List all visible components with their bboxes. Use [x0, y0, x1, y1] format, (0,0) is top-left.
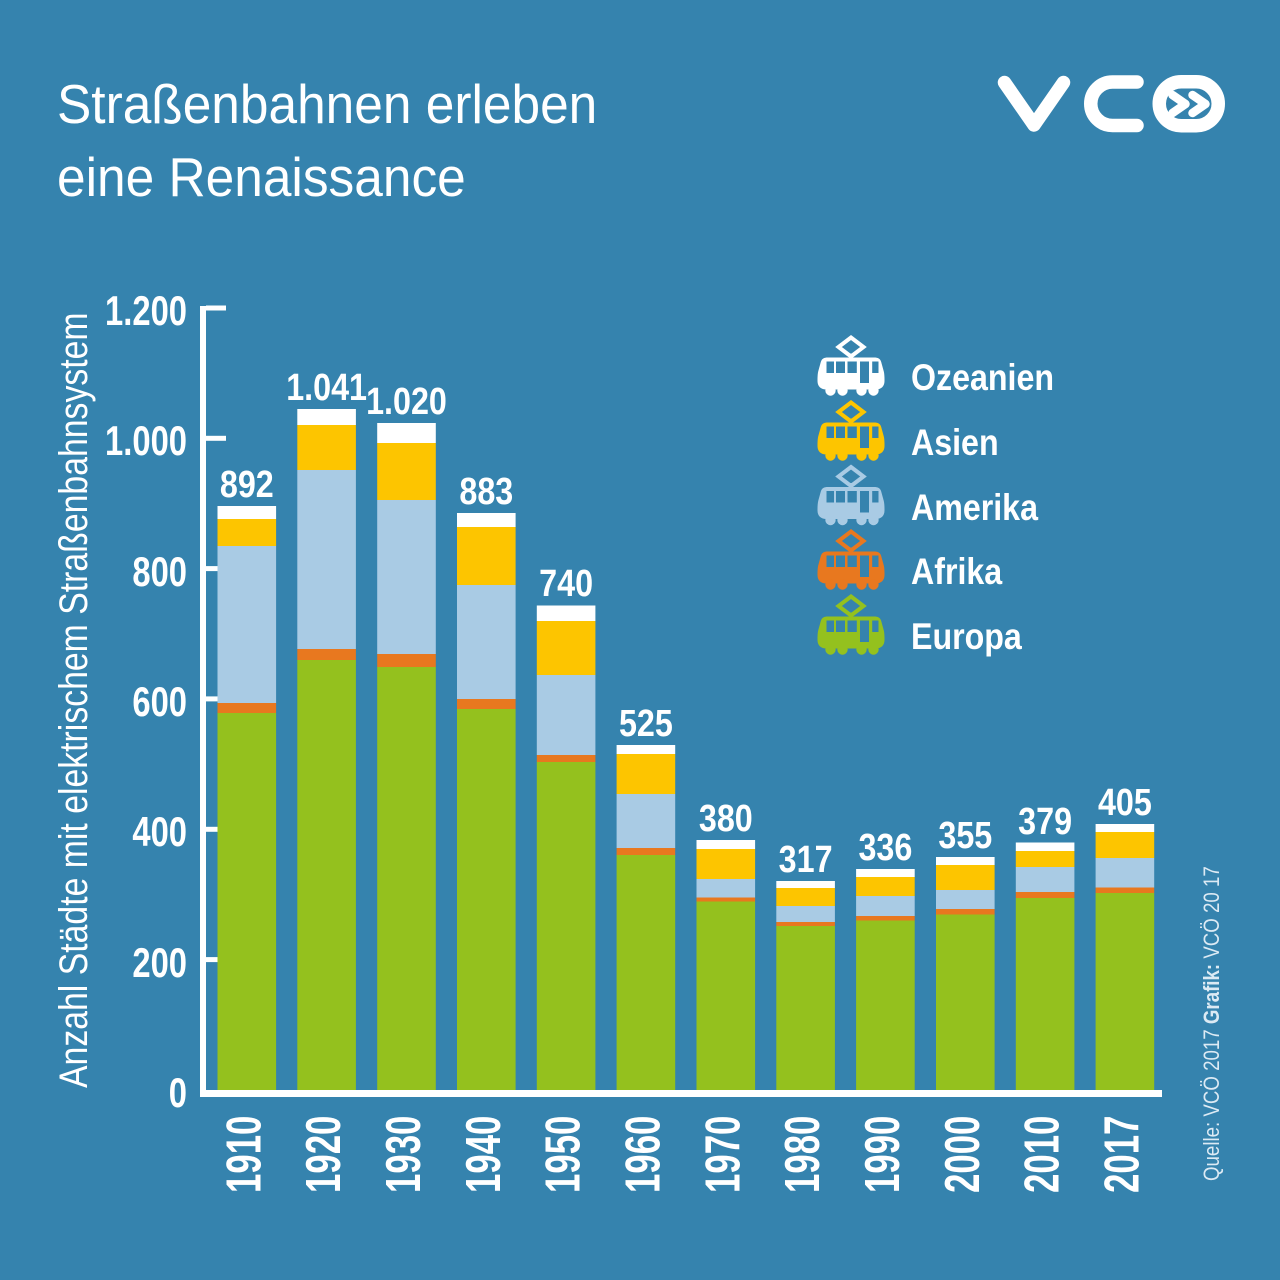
- svg-text:1960: 1960: [617, 1116, 671, 1193]
- svg-text:1.000: 1.000: [105, 417, 187, 464]
- svg-text:405: 405: [1098, 782, 1152, 824]
- svg-text:1.041: 1.041: [286, 367, 367, 409]
- svg-text:883: 883: [459, 471, 513, 513]
- svg-text:600: 600: [132, 678, 187, 725]
- svg-text:1990: 1990: [856, 1116, 910, 1193]
- svg-text:317: 317: [779, 839, 833, 881]
- svg-text:800: 800: [132, 548, 187, 595]
- svg-text:2000: 2000: [936, 1116, 990, 1193]
- svg-text:Amerika: Amerika: [911, 488, 1039, 529]
- svg-text:1980: 1980: [776, 1116, 830, 1193]
- svg-text:355: 355: [938, 815, 992, 857]
- svg-text:Afrika: Afrika: [911, 552, 1003, 593]
- svg-text:336: 336: [858, 827, 912, 869]
- svg-text:1.200: 1.200: [105, 287, 187, 334]
- svg-text:Quelle: VCÖ 2017 Grafik: VCÖ 2: Quelle: VCÖ 2017 Grafik: VCÖ 20 17: [1201, 866, 1225, 1181]
- svg-text:740: 740: [539, 563, 593, 605]
- svg-text:eine Renaissance: eine Renaissance: [57, 147, 466, 208]
- svg-text:525: 525: [619, 703, 673, 745]
- svg-text:0: 0: [169, 1069, 187, 1116]
- svg-text:Asien: Asien: [911, 423, 999, 464]
- svg-text:380: 380: [699, 798, 753, 840]
- svg-text:892: 892: [220, 464, 274, 506]
- svg-text:1950: 1950: [537, 1116, 591, 1193]
- svg-text:200: 200: [132, 939, 187, 986]
- svg-text:1910: 1910: [218, 1116, 272, 1193]
- svg-text:Europa: Europa: [911, 617, 1022, 658]
- svg-text:1930: 1930: [377, 1116, 431, 1193]
- svg-text:1.020: 1.020: [366, 381, 447, 423]
- svg-text:1920: 1920: [297, 1116, 351, 1193]
- svg-text:379: 379: [1018, 801, 1072, 843]
- svg-text:1970: 1970: [697, 1116, 751, 1193]
- svg-text:1940: 1940: [457, 1116, 511, 1193]
- svg-text:400: 400: [132, 808, 187, 855]
- svg-text:Ozeanien: Ozeanien: [911, 358, 1054, 399]
- svg-text:2017: 2017: [1096, 1116, 1150, 1193]
- svg-text:Straßenbahnen erleben: Straßenbahnen erleben: [57, 74, 597, 135]
- svg-text:Anzahl Städte mit elektrischem: Anzahl Städte mit elektrischem Straßenba…: [50, 312, 95, 1088]
- svg-text:2010: 2010: [1016, 1116, 1070, 1193]
